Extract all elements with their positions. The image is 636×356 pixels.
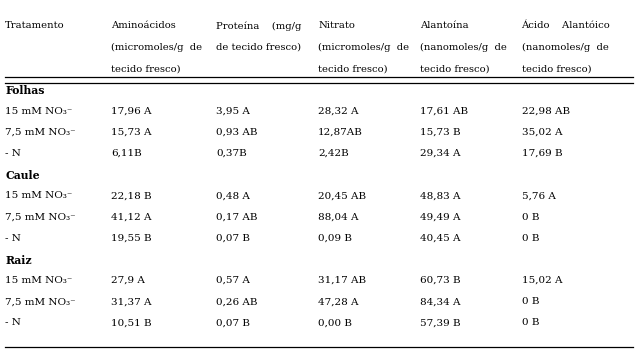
Text: Raiz: Raiz <box>5 255 32 266</box>
Text: 0,17 AB: 0,17 AB <box>216 213 258 221</box>
Text: 7,5 mM NO₃⁻: 7,5 mM NO₃⁻ <box>5 128 76 137</box>
Text: 40,45 A: 40,45 A <box>420 234 460 243</box>
Text: 20,45 AB: 20,45 AB <box>318 192 366 200</box>
Text: 10,51 B: 10,51 B <box>111 318 152 328</box>
Text: 41,12 A: 41,12 A <box>111 213 152 221</box>
Text: de tecido fresco): de tecido fresco) <box>216 43 301 52</box>
Text: 0,57 A: 0,57 A <box>216 276 250 285</box>
Text: 0,09 B: 0,09 B <box>318 234 352 243</box>
Text: tecido fresco): tecido fresco) <box>420 64 489 73</box>
Text: 6,11B: 6,11B <box>111 149 142 158</box>
Text: 22,18 B: 22,18 B <box>111 192 152 200</box>
Text: 0,07 B: 0,07 B <box>216 318 250 328</box>
Text: 31,37 A: 31,37 A <box>111 297 152 306</box>
Text: 0,48 A: 0,48 A <box>216 192 250 200</box>
Text: 0,07 B: 0,07 B <box>216 234 250 243</box>
Text: (nanomoles/g  de: (nanomoles/g de <box>522 43 609 52</box>
Text: Aminoácidos: Aminoácidos <box>111 21 176 30</box>
Text: 22,98 AB: 22,98 AB <box>522 107 570 116</box>
Text: Alantoína: Alantoína <box>420 21 468 30</box>
Text: 19,55 B: 19,55 B <box>111 234 152 243</box>
Text: 84,34 A: 84,34 A <box>420 297 460 306</box>
Text: 0,00 B: 0,00 B <box>318 318 352 328</box>
Text: 15,73 B: 15,73 B <box>420 128 460 137</box>
Text: 0,26 AB: 0,26 AB <box>216 297 258 306</box>
Text: (micromoles/g  de: (micromoles/g de <box>318 43 409 52</box>
Text: 5,76 A: 5,76 A <box>522 192 555 200</box>
Text: 0,93 AB: 0,93 AB <box>216 128 258 137</box>
Text: 47,28 A: 47,28 A <box>318 297 359 306</box>
Text: Caule: Caule <box>5 170 39 181</box>
Text: Tratamento: Tratamento <box>5 21 65 30</box>
Text: - N: - N <box>5 234 21 243</box>
Text: 31,17 AB: 31,17 AB <box>318 276 366 285</box>
Text: 28,32 A: 28,32 A <box>318 107 359 116</box>
Text: 15,02 A: 15,02 A <box>522 276 562 285</box>
Text: Folhas: Folhas <box>5 85 45 96</box>
Text: (nanomoles/g  de: (nanomoles/g de <box>420 43 507 52</box>
Text: tecido fresco): tecido fresco) <box>522 64 591 73</box>
Text: 0 B: 0 B <box>522 234 539 243</box>
Text: 7,5 mM NO₃⁻: 7,5 mM NO₃⁻ <box>5 213 76 221</box>
Text: Ácido    Alantóico: Ácido Alantóico <box>522 21 611 30</box>
Text: Nitrato: Nitrato <box>318 21 355 30</box>
Text: 88,04 A: 88,04 A <box>318 213 359 221</box>
Text: 0,37B: 0,37B <box>216 149 247 158</box>
Text: 35,02 A: 35,02 A <box>522 128 562 137</box>
Text: tecido fresco): tecido fresco) <box>318 64 387 73</box>
Text: 17,61 AB: 17,61 AB <box>420 107 468 116</box>
Text: 3,95 A: 3,95 A <box>216 107 250 116</box>
Text: 7,5 mM NO₃⁻: 7,5 mM NO₃⁻ <box>5 297 76 306</box>
Text: - N: - N <box>5 318 21 328</box>
Text: 15 mM NO₃⁻: 15 mM NO₃⁻ <box>5 192 73 200</box>
Text: 12,87AB: 12,87AB <box>318 128 363 137</box>
Text: 49,49 A: 49,49 A <box>420 213 460 221</box>
Text: 15 mM NO₃⁻: 15 mM NO₃⁻ <box>5 107 73 116</box>
Text: 0 B: 0 B <box>522 213 539 221</box>
Text: 2,42B: 2,42B <box>318 149 349 158</box>
Text: tecido fresco): tecido fresco) <box>111 64 181 73</box>
Text: (micromoles/g  de: (micromoles/g de <box>111 43 202 52</box>
Text: Proteína    (mg/g: Proteína (mg/g <box>216 21 301 31</box>
Text: 15,73 A: 15,73 A <box>111 128 152 137</box>
Text: 0 B: 0 B <box>522 297 539 306</box>
Text: 48,83 A: 48,83 A <box>420 192 460 200</box>
Text: - N: - N <box>5 149 21 158</box>
Text: 57,39 B: 57,39 B <box>420 318 460 328</box>
Text: 15 mM NO₃⁻: 15 mM NO₃⁻ <box>5 276 73 285</box>
Text: 17,96 A: 17,96 A <box>111 107 152 116</box>
Text: 0 B: 0 B <box>522 318 539 328</box>
Text: 17,69 B: 17,69 B <box>522 149 562 158</box>
Text: 60,73 B: 60,73 B <box>420 276 460 285</box>
Text: 27,9 A: 27,9 A <box>111 276 145 285</box>
Text: 29,34 A: 29,34 A <box>420 149 460 158</box>
